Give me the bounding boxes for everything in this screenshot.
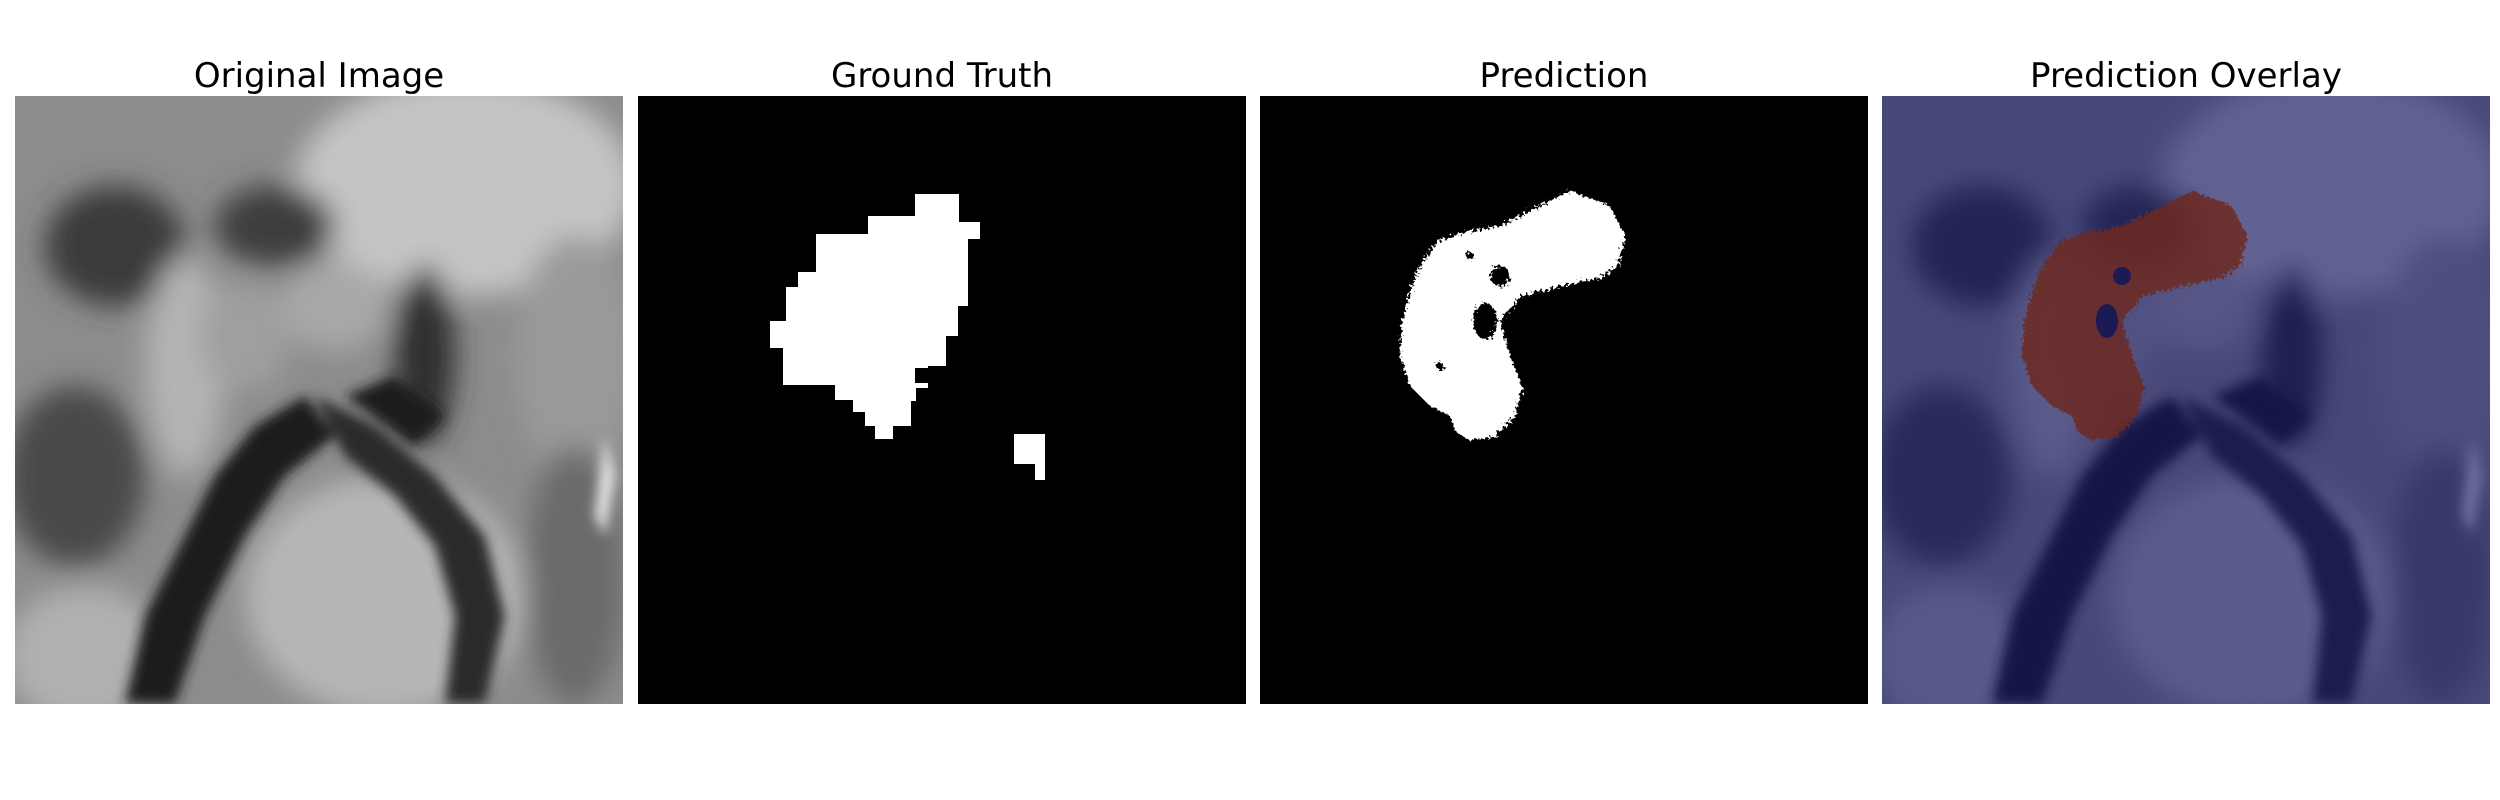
prediction-mask [1260,96,1868,704]
panel-title: Prediction Overlay [2030,56,2342,96]
original-image-panel: Original Image [15,0,623,800]
panel-title: Original Image [193,56,445,96]
original-image [15,96,623,704]
ground-truth-panel: Ground Truth [638,0,1246,800]
prediction-panel: Prediction [1260,0,1868,800]
ground-truth-mask [638,96,1246,704]
panel-title: Ground Truth [830,56,1054,96]
panel-title: Prediction [1479,56,1649,96]
prediction-overlay-panel: Prediction Overlay [1882,0,2490,800]
prediction-overlay-image [1882,96,2490,704]
